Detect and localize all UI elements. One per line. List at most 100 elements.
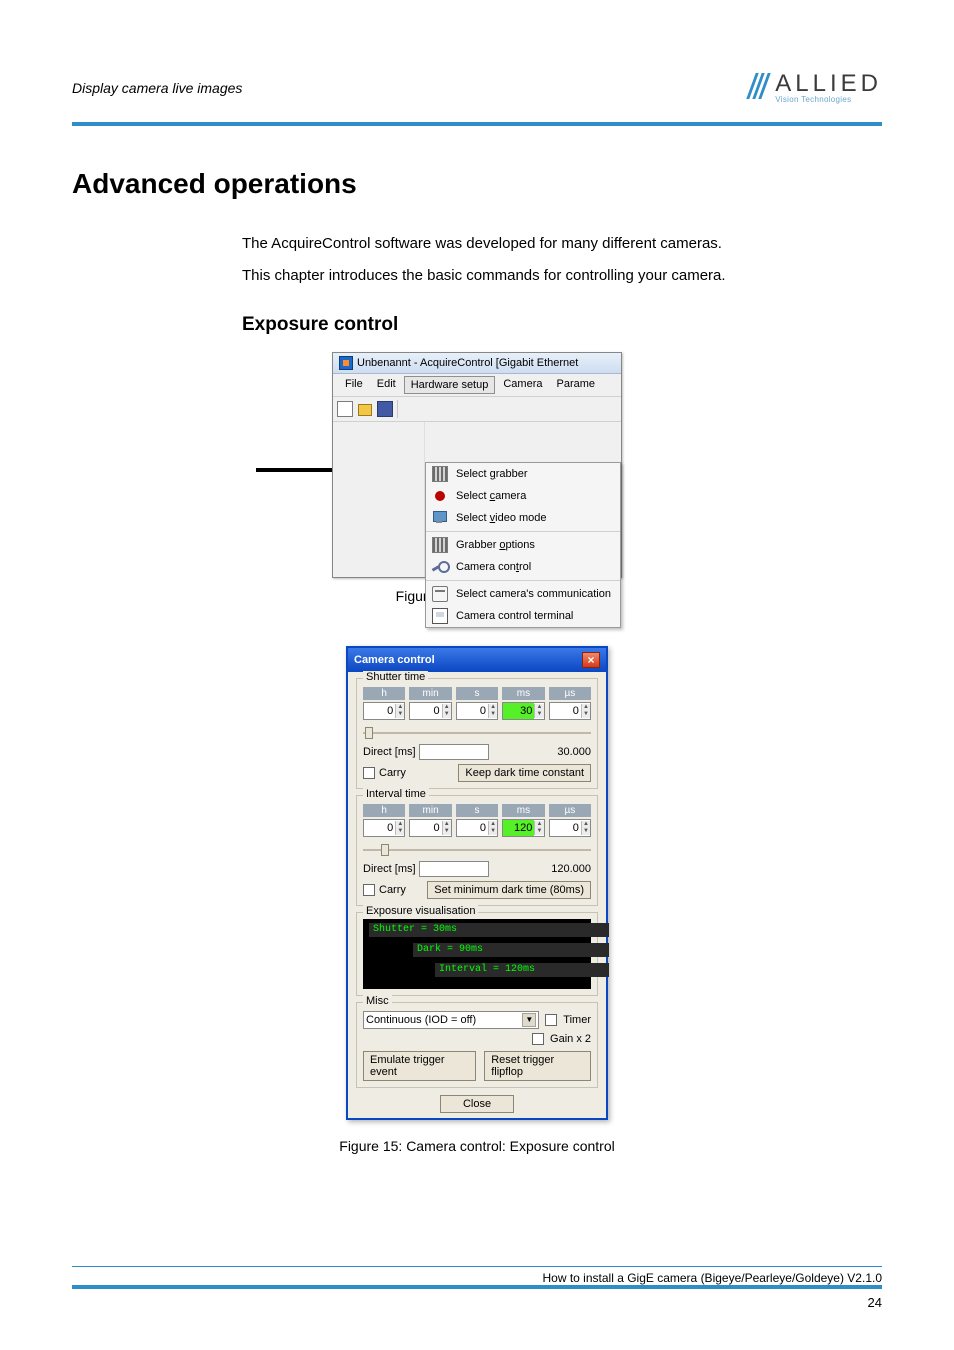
new-icon[interactable] (337, 401, 353, 417)
interval-slider[interactable] (363, 843, 591, 857)
menu-select-video-mode[interactable]: Select video mode (426, 507, 620, 529)
open-icon[interactable] (357, 401, 373, 417)
shutter-s-input[interactable] (457, 703, 488, 719)
menu-camera-control[interactable]: Camera control (426, 556, 620, 578)
shutter-us-input[interactable] (550, 703, 581, 719)
interval-min-spinner[interactable]: ▲▼ (409, 819, 451, 837)
interval-s-spinner[interactable]: ▲▼ (456, 819, 498, 837)
menu-control-terminal[interactable]: Camera control terminal (426, 605, 620, 627)
menu-separator (426, 531, 620, 532)
unit-h: h (363, 804, 405, 817)
menubar: File Edit Hardware setup Camera Parame (333, 374, 621, 397)
menu-item-label: Select grabber (456, 468, 528, 480)
unit-h: h (363, 687, 405, 700)
interval-s-input[interactable] (457, 820, 488, 836)
menu-hardware-setup[interactable]: Hardware setup (404, 376, 496, 394)
set-min-dark-button[interactable]: Set minimum dark time (80ms) (427, 881, 591, 899)
interval-time-group: Interval time h min s ms µs ▲▼ ▲▼ ▲▼ ▲▼ … (356, 795, 598, 906)
viz-dark-label: Dark = 90ms (417, 944, 483, 955)
group-legend: Misc (363, 995, 392, 1007)
save-icon[interactable] (377, 401, 393, 417)
mode-select-value: Continuous (IOD = off) (366, 1014, 476, 1026)
menu-item-label: Select camera's communication (456, 588, 611, 600)
page-title: Advanced operations (72, 168, 882, 200)
running-header: Display camera live images (72, 80, 242, 96)
interval-min-input[interactable] (410, 820, 441, 836)
chevron-down-icon: ▼ (522, 1013, 536, 1027)
menu-item-label: Select video mode (456, 512, 547, 524)
port-icon (432, 586, 448, 602)
interval-carry-label: Carry (379, 884, 406, 896)
unit-s: s (456, 804, 498, 817)
group-legend: Shutter time (363, 671, 428, 683)
exposure-viz-canvas: Shutter = 30ms Dark = 90ms Interval = 12… (363, 919, 591, 989)
camera-control-dialog: Camera control × Shutter time h min s ms… (346, 646, 608, 1120)
reset-trigger-button[interactable]: Reset trigger flipflop (484, 1051, 591, 1081)
menu-grabber-options[interactable]: Grabber options (426, 534, 620, 556)
unit-us: µs (549, 687, 591, 700)
menu-select-grabber[interactable]: Select grabber (426, 463, 620, 485)
menu-edit[interactable]: Edit (371, 376, 402, 394)
shutter-ms-input[interactable] (503, 703, 534, 719)
terminal-icon (432, 608, 448, 624)
menu-file[interactable]: File (339, 376, 369, 394)
unit-ms: ms (502, 687, 544, 700)
menu-camera[interactable]: Camera (497, 376, 548, 394)
interval-ms-input[interactable] (503, 820, 534, 836)
menu-select-camera[interactable]: Select camera (426, 485, 620, 507)
misc-group: Misc Continuous (IOD = off) ▼ Timer Gain… (356, 1002, 598, 1088)
menu-item-label: Camera control (456, 561, 531, 573)
interval-us-input[interactable] (550, 820, 581, 836)
shutter-min-input[interactable] (410, 703, 441, 719)
mode-select[interactable]: Continuous (IOD = off) ▼ (363, 1011, 539, 1029)
emulate-trigger-button[interactable]: Emulate trigger event (363, 1051, 476, 1081)
shutter-us-spinner[interactable]: ▲▼ (549, 702, 591, 720)
window-title: Unbenannt - AcquireControl [Gigabit Ethe… (357, 357, 578, 369)
menu-parame[interactable]: Parame (550, 376, 601, 394)
chip-icon (432, 466, 448, 482)
shutter-h-spinner[interactable]: ▲▼ (363, 702, 405, 720)
interval-ms-spinner[interactable]: ▲▼ (502, 819, 544, 837)
logo-text-main: ALLIED (775, 72, 882, 96)
unit-min: min (409, 687, 451, 700)
interval-direct-value: 120.000 (551, 863, 591, 875)
interval-h-input[interactable] (364, 820, 395, 836)
interval-direct-label: Direct [ms] (363, 863, 416, 875)
close-icon[interactable]: × (582, 652, 600, 668)
gain-checkbox[interactable] (532, 1033, 544, 1045)
intro-p1: The AcquireControl software was develope… (242, 232, 882, 256)
interval-h-spinner[interactable]: ▲▼ (363, 819, 405, 837)
keep-dark-time-button[interactable]: Keep dark time constant (458, 764, 591, 782)
app-window: Unbenannt - AcquireControl [Gigabit Ethe… (332, 352, 622, 578)
gain-label: Gain x 2 (550, 1033, 591, 1045)
record-icon (432, 488, 448, 504)
intro-p2: This chapter introduces the basic comman… (242, 264, 882, 288)
logo-stripes-icon (751, 73, 769, 104)
shutter-carry-checkbox[interactable] (363, 767, 375, 779)
monitor-icon (432, 510, 448, 526)
interval-carry-checkbox[interactable] (363, 884, 375, 896)
section-heading: Exposure control (242, 314, 882, 336)
interval-us-spinner[interactable]: ▲▼ (549, 819, 591, 837)
menu-select-comm[interactable]: Select camera's communication (426, 583, 620, 605)
chip-icon (432, 537, 448, 553)
gear-camera-icon (432, 559, 448, 575)
menu-item-label: Select camera (456, 490, 526, 502)
shutter-carry-label: Carry (379, 767, 406, 779)
timer-checkbox[interactable] (545, 1014, 557, 1026)
shutter-slider[interactable] (363, 726, 591, 740)
interval-direct-input[interactable] (419, 861, 489, 877)
shutter-direct-value: 30.000 (557, 746, 591, 758)
shutter-ms-spinner[interactable]: ▲▼ (502, 702, 544, 720)
menu-item-label: Grabber options (456, 539, 535, 551)
shutter-h-input[interactable] (364, 703, 395, 719)
unit-ms: ms (502, 804, 544, 817)
timer-label: Timer (563, 1014, 591, 1026)
shutter-time-group: Shutter time h min s ms µs ▲▼ ▲▼ ▲▼ ▲▼ ▲… (356, 678, 598, 789)
shutter-s-spinner[interactable]: ▲▼ (456, 702, 498, 720)
shutter-direct-input[interactable] (419, 744, 489, 760)
toolbar-divider (397, 400, 398, 418)
close-button[interactable]: Close (440, 1095, 514, 1113)
header-rule (72, 122, 882, 126)
shutter-min-spinner[interactable]: ▲▼ (409, 702, 451, 720)
